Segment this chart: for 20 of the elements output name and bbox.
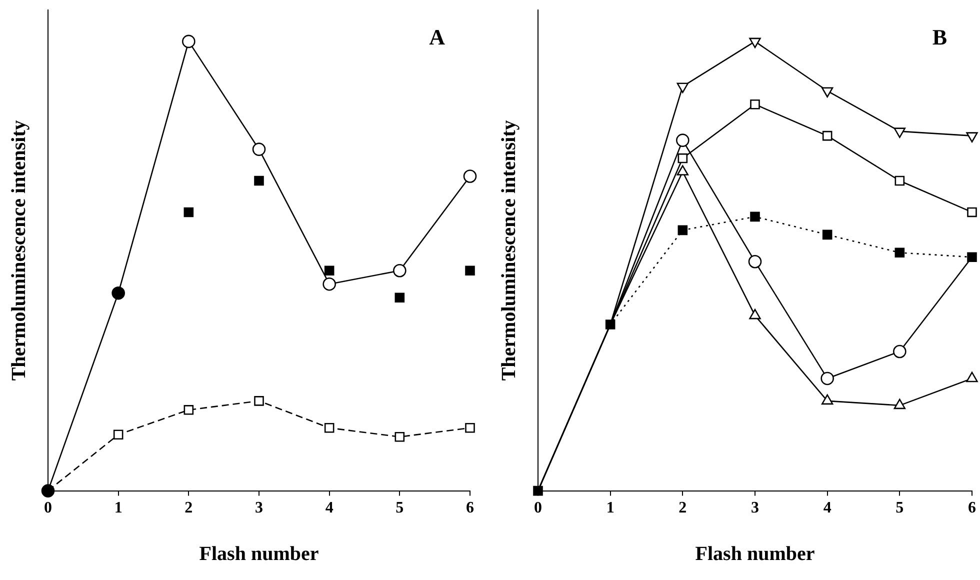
x-tick-label: 1 — [114, 500, 122, 517]
x-tick-label: 0 — [534, 500, 542, 517]
x-tick-label: 3 — [255, 500, 263, 517]
annotation: B — [932, 24, 948, 50]
x-tick-label: 2 — [678, 500, 687, 517]
x-tick-label: 1 — [606, 500, 614, 517]
x-axis-title: Flash number — [695, 543, 815, 566]
annotation: A — [429, 24, 446, 50]
x-tick-label: 0 — [44, 500, 52, 517]
x-tick-label: 4 — [325, 500, 334, 517]
x-tick-label: 3 — [751, 500, 759, 517]
x-tick-label: 5 — [396, 500, 404, 517]
y-axis-title: Thermoluminescence intensity — [498, 120, 520, 381]
x-tick-label: 2 — [184, 500, 193, 517]
x-axis-title: Flash number — [199, 543, 319, 566]
x-tick-label: 5 — [896, 500, 904, 517]
x-tick-label: 6 — [466, 500, 474, 517]
y-axis-title: Thermoluminescence intensity — [8, 120, 30, 381]
x-tick-label: 6 — [968, 500, 976, 517]
x-tick-label: 4 — [823, 500, 832, 517]
